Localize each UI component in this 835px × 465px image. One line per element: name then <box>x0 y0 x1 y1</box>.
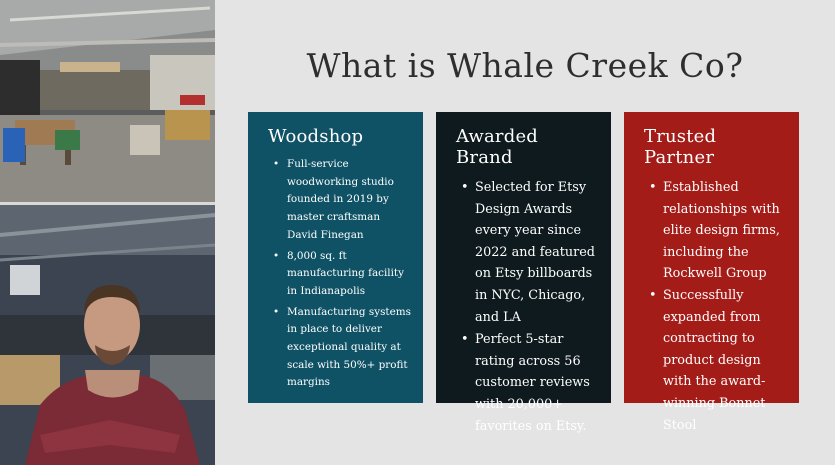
workshop-photo-icon <box>0 0 215 202</box>
trusted-partner-bullet: Established relationships with elite des… <box>649 177 787 285</box>
slide-title: What is Whale Creek Co? <box>306 46 744 86</box>
awarded-brand-bullet: Perfect 5-star rating across 56 customer… <box>461 329 599 437</box>
woodshop-bullet: 8,000 sq. ft manufacturing facility in I… <box>273 248 411 301</box>
awarded-brand-bullet: Selected for Etsy Design Awards every ye… <box>461 177 599 328</box>
trusted-partner-card-title: Trusted Partner <box>644 126 717 168</box>
craftsman-photo <box>0 205 215 465</box>
woodshop-bullet-list: Full-service woodworking studio founded … <box>262 156 411 392</box>
craftsman-portrait-icon <box>0 205 215 465</box>
photo-column <box>0 0 215 465</box>
trusted-partner-card: Trusted Partner Established relationship… <box>624 112 799 433</box>
woodshop-bullet: Manufacturing systems in place to delive… <box>273 304 411 393</box>
awarded-brand-card-title: Awarded Brand <box>456 126 539 168</box>
woodshop-bullet: Full-service woodworking studio founded … <box>273 156 411 245</box>
woodshop-card: Woodshop Full-service woodworking studio… <box>248 112 423 403</box>
awarded-brand-card: Awarded Brand Selected for Etsy Design A… <box>436 112 611 434</box>
woodshop-card-title: Woodshop <box>268 126 364 147</box>
trusted-partner-bullet: Successfully expanded from contracting t… <box>649 285 787 436</box>
workshop-photo <box>0 0 215 205</box>
awarded-brand-bullet-list: Selected for Etsy Design Awards every ye… <box>450 177 599 437</box>
trusted-partner-bullet-list: Established relationships with elite des… <box>638 177 787 436</box>
